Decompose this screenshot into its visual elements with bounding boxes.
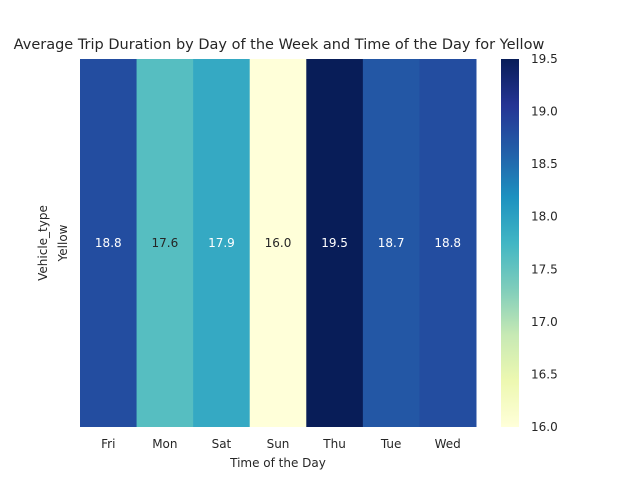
x-tick-label: Tue (380, 437, 402, 451)
heatmap-cell-thu (306, 59, 364, 427)
cell-value-label: 18.8 (434, 236, 461, 250)
colorbar-tick-label: 18.5 (531, 157, 558, 171)
heatmap-cell-mon (136, 59, 194, 427)
cell-value-label: 18.7 (378, 236, 405, 250)
x-tick-label: Wed (435, 437, 461, 451)
colorbar-tick-label: 16.5 (531, 367, 558, 381)
x-tick-labels: Fri Mon Sat Sun Thu Tue Wed (101, 437, 461, 451)
colorbar-tick-label: 16.0 (531, 420, 558, 434)
cell-value-label: 17.6 (151, 236, 178, 250)
chart-title: Average Trip Duration by Day of the Week… (14, 37, 545, 53)
heatmap-cell-fri (80, 59, 138, 427)
colorbar-tick-labels: 16.0 16.5 17.0 17.5 18.0 18.5 19.0 19.5 (531, 52, 558, 434)
cell-value-label: 17.9 (208, 236, 235, 250)
x-axis-label: Time of the Day (229, 456, 326, 470)
y-tick-label: Yellow (56, 224, 70, 262)
y-tick-label: Yellow (56, 224, 70, 262)
heatmap-cell-labels: 18.8 17.6 17.9 16.0 19.5 18.7 18.8 (95, 236, 461, 250)
x-tick-label: Thu (322, 437, 346, 451)
colorbar-tick-label: 17.0 (531, 315, 558, 329)
x-tick-label: Fri (101, 437, 115, 451)
heatmap-cell-tue (362, 59, 420, 427)
heatmap-cell-wed (419, 59, 477, 427)
colorbar-tick-label: 19.0 (531, 105, 558, 119)
x-tick-label: Mon (152, 437, 177, 451)
heatmap-cell-sun (249, 59, 307, 427)
x-tick-label: Sat (212, 437, 232, 451)
cell-value-label: 19.5 (321, 236, 348, 250)
colorbar (501, 59, 519, 427)
y-axis-label: Vehicle_type (36, 205, 50, 281)
x-tick-label: Sun (267, 437, 290, 451)
colorbar-tick-label: 17.5 (531, 262, 558, 276)
cell-value-label: 16.0 (265, 236, 292, 250)
colorbar-tick-label: 19.5 (531, 52, 558, 66)
heatmap-cells (80, 59, 477, 427)
colorbar-tick-label: 18.0 (531, 210, 558, 224)
heatmap-cell-sat (193, 59, 251, 427)
cell-value-label: 18.8 (95, 236, 122, 250)
